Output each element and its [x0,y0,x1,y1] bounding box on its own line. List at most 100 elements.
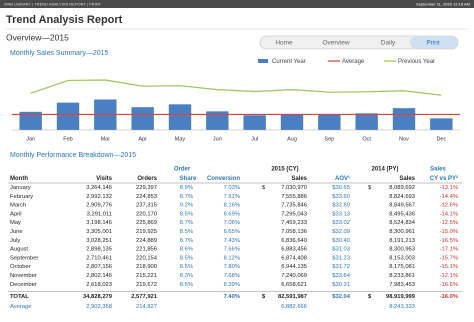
table-cell: 220,170 [136,211,157,217]
table-cell: May [10,220,21,226]
x-tick-label: Nov [399,136,409,142]
bar [430,118,453,130]
table-cell: -15.0% [440,229,458,235]
bar [206,111,229,130]
nav-tab[interactable]: Overview [322,40,349,47]
table-cell: 6.69% [224,211,240,217]
table-cell: $ [262,294,266,300]
table-cell: $ [368,185,372,191]
table-cell: 237,315 [136,203,157,209]
active-tab [410,36,458,49]
table-cell: 8,153,003 [389,255,415,261]
table-cell: 8,495,436 [389,211,415,217]
table-cell: 7.68% [224,273,240,279]
table-cell: April [10,211,22,217]
bar [318,114,341,130]
column-header: Visits [96,176,113,182]
table-cell: $33.02 [332,220,350,226]
table-cell: December [10,282,37,288]
table-cell: -14.1% [440,211,458,217]
table-cell: 7.40% [224,294,240,300]
table-cell: 8,300,961 [389,229,415,235]
column-header: CY vs PY² [430,175,458,182]
table-cell: Average [10,304,32,310]
table-cell: 6,836,640 [281,238,307,244]
table-cell: -16.5% [440,238,458,244]
table-cell: 82,591,987 [278,294,307,300]
table-cell: 8.3% [180,273,193,279]
table-cell: -12.6% [440,203,458,209]
table-cell: -16.0% [440,294,458,300]
table-cell: $32.09 [332,229,350,235]
column-header: Conversion [207,176,240,182]
table-cell: 219,672 [136,282,157,288]
table-cell: 2,618,023 [86,282,112,288]
table-cell: 8.5% [180,255,193,261]
table-cell: 98,919,999 [386,294,416,300]
table-cell: 6,883,456 [281,247,307,253]
table-cell: -15.7% [440,255,458,261]
bar [56,102,80,130]
table-cell: 3,028,251 [86,238,112,244]
table-cell: 7.06% [224,220,240,226]
table-cell: $33.13 [332,211,350,217]
table-cell: 8,243,333 [389,304,415,310]
column-header: Month [10,176,28,182]
bar [168,104,192,130]
bar [131,107,154,130]
breadcrumb: WAB LIBRARY | TREND ANALYSIS REPORT | PR… [4,1,102,6]
table-cell: 2,577,921 [131,294,158,300]
table-cell: $31.23 [332,255,350,261]
table-cell: 7.03% [224,185,240,191]
table-cell: 2,802,146 [86,273,112,279]
table-cell: 218,900 [136,264,157,270]
table-cell: 8,849,567 [389,203,415,209]
table-cell: 3,198,146 [86,220,112,226]
table-cell: 8.7% [180,194,193,200]
table-cell: -14.4% [440,194,458,200]
top-bar [0,0,474,8]
legend-label: Previous Year [398,59,435,65]
table-cell: 215,221 [136,273,157,279]
column-header: Orders [137,176,157,182]
nav-tab[interactable]: Print [426,40,440,47]
x-tick-label: May [175,136,186,142]
table-cell: 8,089,692 [389,185,415,191]
table-cell: 9.2% [180,203,193,209]
table-cell: 8.7% [180,220,193,226]
x-tick-label: Jul [251,136,258,142]
table-cell: August [10,247,28,253]
table-cell: March [10,203,26,209]
table-cell: 229,397 [136,185,157,191]
table-cell: June [10,229,23,235]
x-tick-label: Dec [436,136,446,142]
table-cell: February [10,194,33,200]
table-cell: -13.1% [440,185,458,191]
table-cell: 8.7% [180,238,193,244]
bar [243,115,266,130]
table-cell: 8,824,693 [389,194,415,200]
x-tick-label: Jun [213,136,222,142]
table-cell: 8.5% [180,211,193,217]
table-cell: 7,735,846 [281,203,307,209]
table-cell: 8.6% [180,247,193,253]
group-header: Order [174,167,191,173]
table-cell: $ [262,185,266,191]
legend-label: Current Year [272,59,306,65]
title: Trend Analysis Report [6,14,123,26]
table-cell: 7,030,970 [281,185,307,191]
nav-tab[interactable]: Home [275,40,293,47]
nav [259,35,459,50]
column-header: Sales [291,176,307,182]
table-cell: 8,524,834 [389,220,416,226]
column-header: Sales [399,176,415,182]
table-cell: $30.31 [332,282,350,288]
nav-tab[interactable]: Daily [381,40,396,47]
subtitle: Overview—2015 [6,32,69,42]
table-cell: 6,882,666 [281,304,307,310]
table-cell: 7.80% [224,264,240,270]
group-header: Sales [430,167,446,173]
table-cell: -15.1% [440,264,458,270]
table-cell: 7,555,886 [281,194,307,200]
table-cell: -12.5% [440,220,458,226]
